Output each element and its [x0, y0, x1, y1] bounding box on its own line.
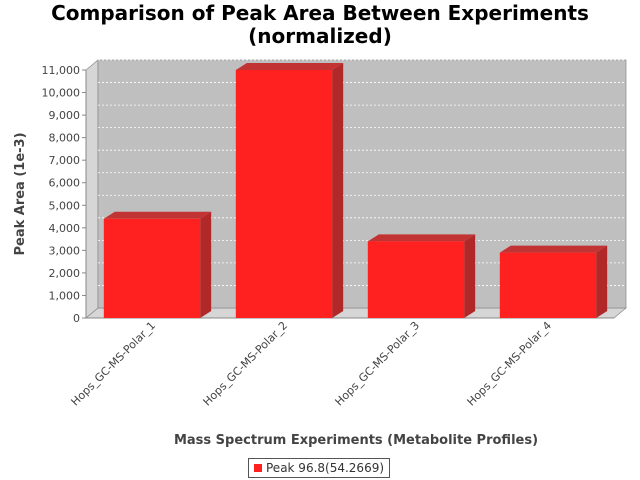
x-tick-label: Hops_GC-MS-Polar_1 [69, 319, 159, 409]
bar-top [235, 63, 344, 70]
legend-swatch [254, 464, 262, 472]
y-tick-label: 2,000 [49, 267, 81, 280]
bar-top [103, 211, 212, 219]
bar-top [499, 245, 608, 253]
y-tick-label: 6,000 [49, 177, 81, 190]
y-tick-label: 9,000 [49, 109, 81, 122]
y-axis-title: Peak Area (1e-3) [13, 132, 28, 255]
y-tick-label: 8,000 [49, 132, 81, 145]
y-tick-label: 5,000 [49, 199, 81, 212]
bar-top [367, 234, 476, 242]
bar [367, 241, 465, 318]
chart-title-line-2: (normalized) [248, 24, 392, 48]
y-tick-label: 11,000 [42, 64, 81, 77]
bar [499, 252, 597, 318]
bar-side [464, 234, 476, 318]
legend: Peak 96.8(54.2669) [248, 458, 391, 478]
y-tick-label: 4,000 [49, 222, 81, 235]
y-tick-label: 7,000 [49, 154, 81, 167]
y-tick-label: 0 [73, 312, 80, 325]
chart-title-line-1: Comparison of Peak Area Between Experime… [51, 1, 589, 25]
x-axis-title: Mass Spectrum Experiments (Metabolite Pr… [174, 433, 538, 448]
legend-label: Peak 96.8(54.2669) [266, 461, 385, 475]
bar-side [332, 63, 344, 318]
x-tick-label: Hops_GC-MS-Polar_4 [465, 319, 555, 409]
bar-side [200, 211, 212, 318]
bar [103, 218, 201, 318]
x-tick-label: Hops_GC-MS-Polar_3 [333, 319, 423, 409]
chart-title: Comparison of Peak Area Between Experime… [0, 2, 640, 48]
bar-side [596, 245, 608, 318]
y-tick-label: 3,000 [49, 244, 81, 257]
x-tick-label: Hops_GC-MS-Polar_2 [201, 319, 291, 409]
y-tick-label: 10,000 [42, 87, 81, 100]
y-tick-label: 1,000 [49, 289, 81, 302]
plot-side-wall [85, 59, 99, 319]
bar [235, 70, 333, 318]
